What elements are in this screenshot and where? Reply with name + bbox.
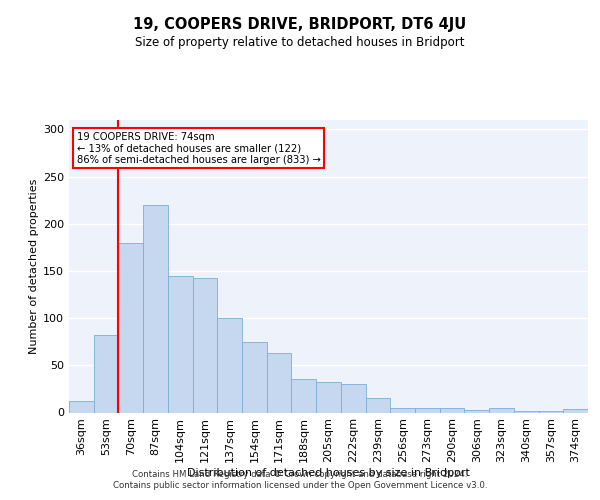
Bar [69, 401, 94, 412]
Bar [168, 276, 193, 412]
Text: 19 COOPERS DRIVE: 74sqm
← 13% of detached houses are smaller (122)
86% of semi-d: 19 COOPERS DRIVE: 74sqm ← 13% of detache… [77, 132, 320, 165]
Bar [94, 335, 118, 412]
Bar [267, 353, 292, 412]
Text: Contains HM Land Registry data © Crown copyright and database right 2024.: Contains HM Land Registry data © Crown c… [132, 470, 468, 479]
Bar [292, 380, 316, 412]
Bar [563, 408, 588, 412]
Bar [193, 278, 217, 412]
Text: 19, COOPERS DRIVE, BRIDPORT, DT6 4JU: 19, COOPERS DRIVE, BRIDPORT, DT6 4JU [133, 18, 467, 32]
Bar [118, 242, 143, 412]
Bar [415, 408, 440, 412]
X-axis label: Distribution of detached houses by size in Bridport: Distribution of detached houses by size … [187, 468, 470, 478]
Bar [242, 342, 267, 412]
Bar [489, 408, 514, 412]
Bar [217, 318, 242, 412]
Bar [539, 410, 563, 412]
Bar [440, 408, 464, 412]
Bar [514, 410, 539, 412]
Bar [390, 408, 415, 412]
Y-axis label: Number of detached properties: Number of detached properties [29, 178, 39, 354]
Bar [464, 410, 489, 412]
Bar [316, 382, 341, 412]
Bar [365, 398, 390, 412]
Bar [143, 205, 168, 412]
Bar [341, 384, 365, 412]
Text: Contains public sector information licensed under the Open Government Licence v3: Contains public sector information licen… [113, 481, 487, 490]
Text: Size of property relative to detached houses in Bridport: Size of property relative to detached ho… [135, 36, 465, 49]
